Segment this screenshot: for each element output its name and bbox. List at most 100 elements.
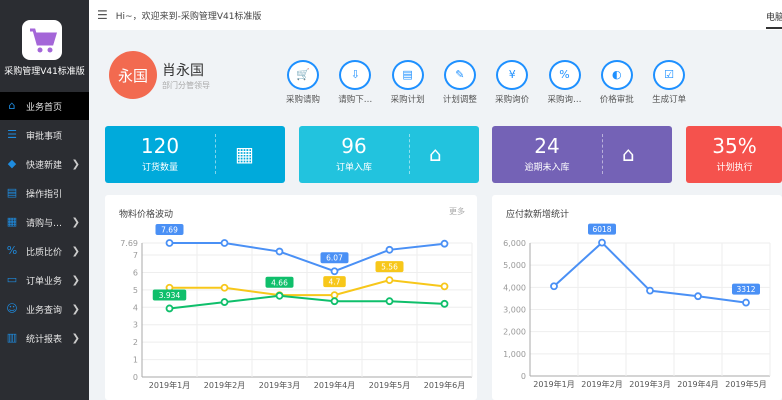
data-label-bg [323, 276, 346, 288]
sidebar-item-label: 业务首页 [26, 102, 63, 113]
more-link[interactable]: 更多 [449, 207, 465, 216]
card-divider [602, 134, 603, 174]
stat-label: 订单入库 [335, 163, 372, 173]
stat-label: 计划执行 [716, 163, 753, 173]
series-line [169, 279, 445, 297]
x-tick-label: 2019年5月 [725, 379, 766, 389]
data-point [275, 247, 284, 256]
quick-action[interactable]: ✎ 计划调整 [434, 60, 486, 105]
sidebar-item-1[interactable]: ☰ 审批事项 [0, 121, 89, 149]
data-point [220, 298, 229, 306]
quick-action[interactable]: % 采购询… [539, 60, 591, 105]
user-role: 部门分管领导 [162, 81, 210, 90]
quick-action-label: 生成订单 [652, 95, 687, 105]
x-tick-label: 2019年4月 [314, 380, 355, 390]
y-tick-label: 2,000 [503, 328, 526, 337]
stat-card[interactable]: 24 逾期未入库 ⌂ [492, 126, 672, 183]
quick-action-icon: ◐ [600, 60, 633, 90]
chevron-right-icon: ❯ [71, 274, 80, 286]
sidebar-item-3[interactable]: ▤ 操作指引 [0, 179, 89, 207]
sidebar-item-label: 业务查询 [26, 305, 63, 316]
quick-action-icon: ⇩ [339, 60, 372, 90]
stat-value: 35% [712, 134, 757, 158]
y-tick-label: 7 [133, 251, 138, 260]
x-tick-label: 2019年1月 [533, 379, 574, 389]
sidebar-item-4[interactable]: ▦ 请购与… ❯ [0, 208, 89, 236]
quick-action-icon: ▤ [391, 60, 424, 90]
list-circle-icon: ☰ [7, 128, 17, 141]
form-icon: ▦ [6, 215, 18, 228]
data-label-bg [375, 261, 404, 273]
quick-action-label: 计划调整 [442, 95, 477, 105]
x-tick-label: 2019年5月 [369, 380, 410, 390]
clock-house-icon: ⌂ [622, 142, 635, 166]
quick-action[interactable]: ◐ 价格审批 [591, 60, 643, 105]
sidebar-item-label: 比质比价 [26, 247, 63, 258]
data-label: 6.07 [326, 254, 343, 263]
data-label-bg [588, 223, 616, 235]
data-point [165, 304, 174, 313]
x-tick-label: 2019年3月 [629, 379, 670, 389]
sidebar-item-2[interactable]: ◆ 快速新建 ❯ [0, 150, 89, 178]
data-point [646, 286, 654, 295]
quick-action-label: 请购下… [338, 95, 373, 105]
quick-action[interactable]: 🛒 采购请购 [277, 60, 329, 105]
y-tick-label: 6,000 [503, 239, 526, 248]
series-line [169, 242, 445, 273]
data-point [275, 291, 284, 300]
quick-action-icon: % [548, 60, 581, 90]
price-chart: 0 1 2 3 4 5 6 7 7.69 2019年1月 2019年2月 2019年3月 2019年4月… [120, 224, 473, 390]
sidebar-item-8[interactable]: ▥ 统计报表 ❯ [0, 324, 89, 352]
menu-toggle-icon[interactable]: ☰ [97, 8, 108, 22]
home-icon: ⌂ [8, 99, 16, 112]
sidebar-item-5[interactable]: % 比质比价 ❯ [0, 237, 89, 265]
data-label-bg [155, 224, 184, 235]
data-label: 6018 [592, 225, 611, 234]
app-name: 采购管理V41标准版 [4, 67, 85, 77]
sidebar-item-label: 操作指引 [26, 189, 63, 200]
stat-label: 逾期未入库 [524, 163, 570, 173]
sidebar-item-label: 快速新建 [26, 160, 63, 171]
sidebar-item-label: 统计报表 [26, 334, 63, 345]
quick-action[interactable]: ▤ 采购计划 [382, 60, 434, 105]
x-tick-label: 2019年1月 [149, 380, 190, 390]
chevron-right-icon: ❯ [71, 303, 80, 315]
quick-action-label: 采购询… [547, 95, 582, 105]
x-tick-label: 2019年2月 [581, 379, 622, 389]
quick-action-icon: ☑ [653, 60, 686, 90]
sidebar-item-label: 订单业务 [26, 276, 63, 287]
sidebar-item-7[interactable]: ☺ 业务查询 ❯ [0, 295, 89, 323]
user-name: 肖永国 [162, 63, 204, 79]
quick-action-icon: 🛒 [287, 60, 319, 90]
data-label-bg [265, 276, 294, 288]
sidebar-item-6[interactable]: ▭ 订单业务 ❯ [0, 266, 89, 294]
data-label: 3312 [736, 285, 755, 294]
stat-card[interactable]: 96 订单入库 ⌂ [299, 126, 479, 183]
data-point [550, 282, 558, 291]
payable-chart: 0 1,000 2,000 3,000 4,000 5,000 6,000 2019年1月 20… [503, 223, 771, 389]
sidebar-item-0[interactable]: ⌂ 业务首页 [0, 92, 89, 120]
y-tick-label: 4,000 [503, 283, 526, 292]
printer-icon: ▭ [6, 273, 18, 286]
data-point [220, 239, 229, 247]
quick-action[interactable]: ☑ 生成订单 [643, 60, 695, 105]
data-point [220, 283, 229, 292]
data-point [598, 238, 606, 247]
quick-action[interactable]: ¥ 采购询价 [486, 60, 538, 105]
quick-action[interactable]: ⇩ 请购下… [329, 60, 381, 105]
data-label: 4.66 [271, 278, 288, 287]
series-line [169, 294, 445, 310]
stat-card[interactable]: 35% 计划执行 [686, 126, 782, 183]
data-point [742, 298, 750, 307]
y-tick-label: 5,000 [503, 261, 526, 270]
tab-desktop[interactable]: 电脑 [766, 10, 782, 29]
user-search-icon: ☺ [6, 302, 18, 315]
y-tick-label: 6 [133, 268, 138, 277]
stat-card[interactable]: 120 订货数量 ▦ [105, 126, 285, 183]
y-tick-label: 7.69 [120, 239, 138, 248]
sidebar-item-label: 审批事项 [26, 131, 63, 142]
y-tick-label: 4 [133, 303, 138, 312]
data-point [330, 291, 339, 300]
chevron-right-icon: ❯ [71, 216, 80, 228]
y-tick-label: 0 [133, 373, 138, 382]
